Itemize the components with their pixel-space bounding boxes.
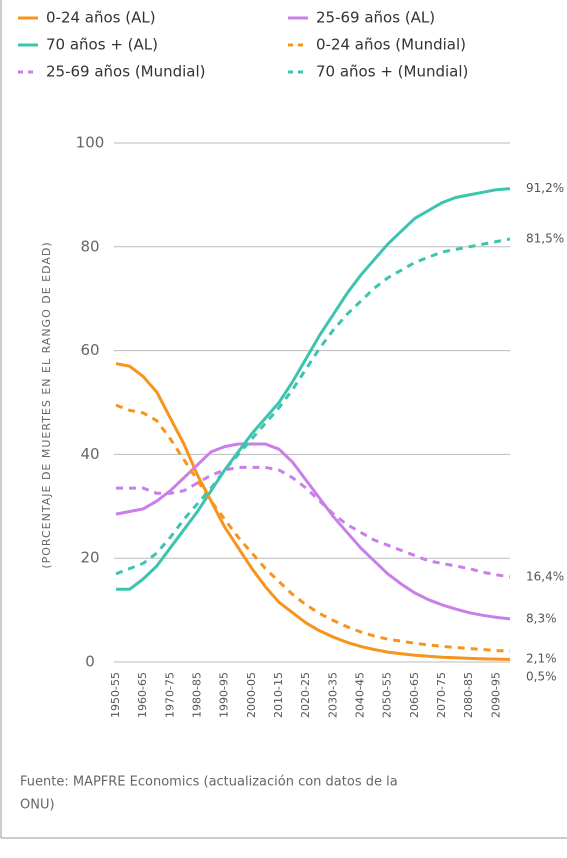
series-line <box>116 465 511 579</box>
legend-label: 70 años + (AL) <box>46 36 158 54</box>
x-tick-label: 2070-75 <box>435 672 448 718</box>
source: ONU) <box>20 798 55 813</box>
x-tick-label: 2050-55 <box>381 672 394 718</box>
y-tick-label: 20 <box>80 549 99 567</box>
x-tick-label: 2020-25 <box>299 672 312 718</box>
series-line <box>115 237 511 576</box>
legend-label: 25-69 años (AL) <box>316 9 435 27</box>
legend-label: 0-24 años (AL) <box>46 9 156 27</box>
legend-label: 70 años + (Mundial) <box>316 63 468 81</box>
end-label: 2,1% <box>526 652 557 666</box>
y-axis-title: (PORCENTAJE DE MUERTES EN EL RANGO DE ED… <box>40 241 53 568</box>
y-tick-label: 100 <box>76 134 105 152</box>
x-tick-label: 1980-85 <box>191 672 204 718</box>
x-tick-label: 1970-75 <box>163 672 176 718</box>
legend-label: 25-69 años (Mundial) <box>46 63 206 81</box>
y-tick-label: 80 <box>80 237 99 255</box>
end-label: 16,4% <box>526 569 564 583</box>
x-tick-label: 1990-95 <box>218 672 231 718</box>
y-tick-label: 60 <box>80 341 99 359</box>
x-tick-label: 2060-65 <box>408 672 421 718</box>
end-label: 0,5% <box>526 670 557 684</box>
series-line <box>115 403 511 653</box>
x-tick-label: 1960-65 <box>136 672 149 718</box>
x-tick-label: 2030-35 <box>326 672 339 718</box>
source: Fuente: MAPFRE Economics (actualización … <box>20 775 398 790</box>
y-tick-label: 0 <box>85 653 95 671</box>
series-line <box>116 187 511 591</box>
legend-label: 0-24 años (Mundial) <box>316 36 466 54</box>
series-line <box>115 442 511 621</box>
x-tick-label: 2090-95 <box>489 672 502 718</box>
end-label: 81,5% <box>526 232 564 246</box>
y-tick-label: 40 <box>80 445 99 463</box>
end-label: 91,2% <box>526 181 564 195</box>
x-tick-label: 1950-55 <box>109 672 122 718</box>
series-line <box>115 362 511 661</box>
x-tick-label: 2080-85 <box>462 672 475 718</box>
end-label: 8,3% <box>526 611 557 625</box>
x-tick-label: 2000-05 <box>245 672 258 718</box>
x-tick-label: 2010-15 <box>272 672 285 718</box>
x-tick-label: 2040-45 <box>354 672 367 718</box>
